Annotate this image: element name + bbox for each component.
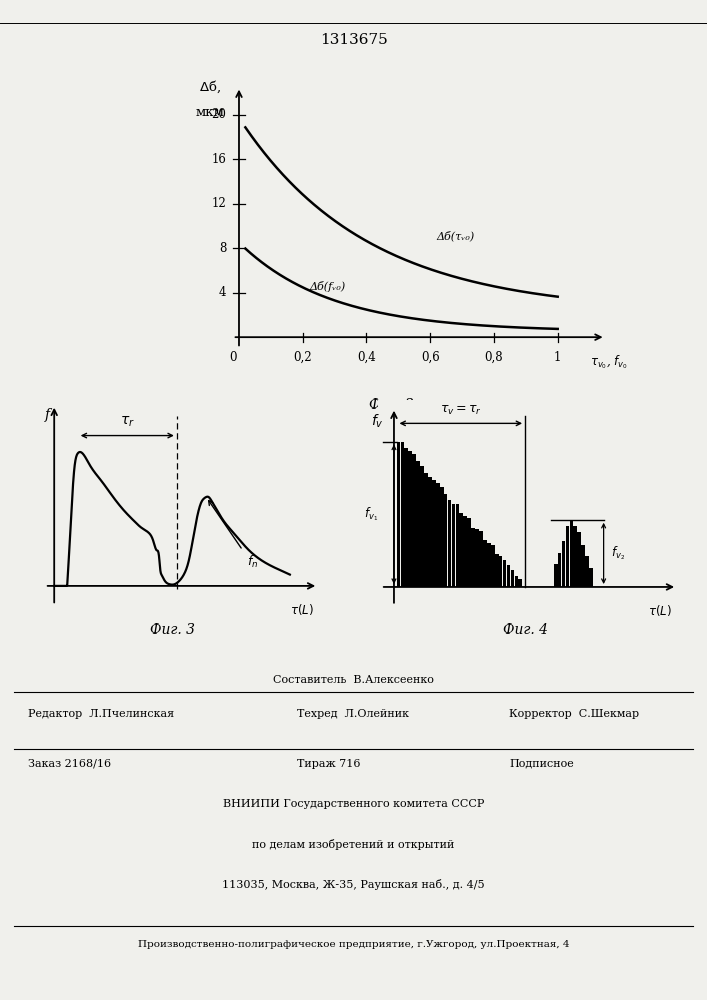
Bar bbox=[448, 500, 451, 587]
Bar bbox=[452, 504, 455, 587]
Bar bbox=[518, 579, 522, 587]
Bar bbox=[561, 541, 566, 587]
Text: $f_{v_2}$: $f_{v_2}$ bbox=[612, 545, 626, 562]
Bar bbox=[558, 553, 561, 587]
Text: 0: 0 bbox=[229, 351, 236, 364]
Bar bbox=[499, 556, 503, 587]
Bar bbox=[475, 529, 479, 587]
Bar bbox=[507, 565, 510, 587]
Text: Тираж 716: Тираж 716 bbox=[297, 759, 361, 769]
Text: Техред  Л.Олейник: Техред Л.Олейник bbox=[297, 709, 409, 719]
Bar bbox=[483, 540, 486, 587]
Bar bbox=[472, 528, 475, 587]
Bar bbox=[495, 554, 498, 587]
Text: $f_v$: $f_v$ bbox=[370, 412, 383, 430]
Bar bbox=[570, 520, 573, 587]
Text: Заказ 2168/16: Заказ 2168/16 bbox=[28, 759, 112, 769]
Text: Составитель  В.Алексеенко: Составитель В.Алексеенко bbox=[273, 675, 434, 685]
Text: Δб(τᵥ₀): Δб(τᵥ₀) bbox=[437, 230, 475, 241]
Text: 20: 20 bbox=[211, 108, 226, 121]
Text: $f_{v_1}$: $f_{v_1}$ bbox=[364, 505, 378, 523]
Bar bbox=[585, 556, 589, 587]
Text: 0,6: 0,6 bbox=[421, 351, 440, 364]
Text: $f_n$: $f_n$ bbox=[247, 554, 259, 570]
Bar bbox=[503, 560, 506, 587]
Bar bbox=[424, 473, 428, 587]
Bar bbox=[554, 564, 558, 587]
Bar bbox=[428, 477, 432, 587]
Bar bbox=[589, 568, 593, 587]
Text: 113035, Москва, Ж-35, Раушская наб., д. 4/5: 113035, Москва, Ж-35, Раушская наб., д. … bbox=[222, 879, 485, 890]
Text: 8: 8 bbox=[219, 242, 226, 255]
Text: Фиг. 4: Фиг. 4 bbox=[503, 623, 547, 637]
Text: Фиг. 3: Фиг. 3 bbox=[150, 623, 194, 637]
Text: мкм: мкм bbox=[196, 106, 225, 119]
Bar bbox=[463, 516, 467, 587]
Bar bbox=[412, 454, 416, 587]
Bar bbox=[401, 442, 404, 587]
Text: 16: 16 bbox=[211, 153, 226, 166]
Bar bbox=[510, 570, 514, 587]
Text: 4: 4 bbox=[218, 286, 226, 299]
Bar bbox=[573, 526, 577, 587]
Text: $\tau(L)$: $\tau(L)$ bbox=[290, 602, 313, 617]
Text: Δб(fᵥ₀): Δб(fᵥ₀) bbox=[309, 281, 345, 292]
Bar bbox=[409, 451, 412, 587]
Text: 1313675: 1313675 bbox=[320, 33, 387, 47]
Bar bbox=[581, 545, 585, 587]
Bar bbox=[440, 487, 443, 587]
Text: Подписное: Подписное bbox=[509, 759, 574, 769]
Bar bbox=[455, 504, 460, 587]
Text: 0,8: 0,8 bbox=[485, 351, 503, 364]
Bar bbox=[460, 513, 463, 587]
Bar bbox=[397, 442, 400, 587]
Bar bbox=[432, 480, 436, 587]
Text: Редактор  Л.Пчелинская: Редактор Л.Пчелинская bbox=[28, 709, 175, 719]
Text: $\tau_v = \tau_r$: $\tau_v = \tau_r$ bbox=[440, 404, 481, 417]
Text: $\tau(L)$: $\tau(L)$ bbox=[648, 603, 672, 618]
Bar bbox=[491, 545, 495, 587]
Text: 0,4: 0,4 bbox=[357, 351, 376, 364]
Text: f: f bbox=[45, 408, 49, 422]
Text: $\tau_{v_0}$, $f_{v_0}$: $\tau_{v_0}$, $f_{v_0}$ bbox=[590, 354, 628, 371]
Bar bbox=[566, 526, 569, 587]
Bar bbox=[479, 531, 483, 587]
Bar bbox=[515, 576, 518, 587]
Text: 0,2: 0,2 bbox=[293, 351, 312, 364]
Text: $\Delta$б,: $\Delta$б, bbox=[199, 78, 221, 95]
Text: по делам изобретений и открытий: по делам изобретений и открытий bbox=[252, 839, 455, 850]
Text: 1: 1 bbox=[554, 351, 561, 364]
Bar bbox=[420, 466, 424, 587]
Bar bbox=[467, 518, 471, 587]
Bar bbox=[578, 532, 581, 587]
Bar bbox=[444, 494, 448, 587]
Text: Фиг. 2: Фиг. 2 bbox=[370, 398, 414, 412]
Text: Производственно-полиграфическое предприятие, г.Ужгород, ул.Проектная, 4: Производственно-полиграфическое предприя… bbox=[138, 940, 569, 949]
Bar bbox=[487, 543, 491, 587]
Text: 12: 12 bbox=[211, 197, 226, 210]
Bar bbox=[404, 448, 408, 587]
Bar bbox=[416, 461, 420, 587]
Text: Корректор  С.Шекмар: Корректор С.Шекмар bbox=[509, 709, 639, 719]
Bar bbox=[436, 483, 440, 587]
Text: ВНИИПИ Государственного комитета СССР: ВНИИПИ Государственного комитета СССР bbox=[223, 799, 484, 809]
Text: $\tau_r$: $\tau_r$ bbox=[119, 415, 135, 429]
